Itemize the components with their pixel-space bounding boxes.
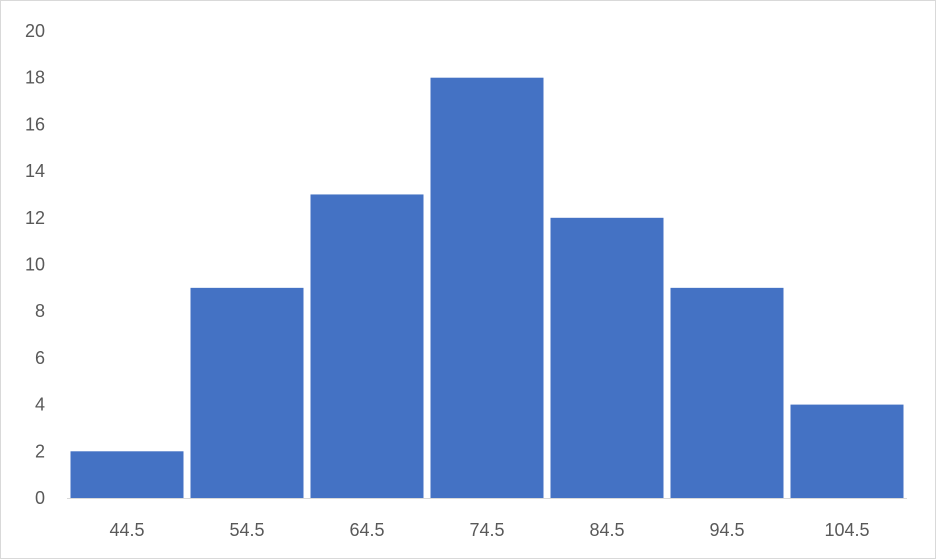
x-tick-label: 94.5 — [709, 520, 744, 540]
bar-84.5 — [550, 217, 664, 499]
x-tick-label: 84.5 — [589, 520, 624, 540]
bar-44.5 — [70, 451, 184, 498]
bar-74.5 — [430, 77, 544, 498]
y-tick-label: 14 — [25, 161, 45, 181]
bar-54.5 — [190, 287, 304, 498]
x-tick-label: 74.5 — [469, 520, 504, 540]
y-tick-label: 8 — [35, 301, 45, 321]
y-tick-label: 6 — [35, 348, 45, 368]
x-tick-label: 44.5 — [109, 520, 144, 540]
x-axis-tick-labels: 44.5 54.5 64.5 74.5 84.5 94.5 104.5 — [109, 520, 869, 540]
bar-104.5 — [790, 404, 904, 498]
bars — [70, 77, 904, 499]
y-tick-label: 10 — [25, 255, 45, 275]
y-tick-label: 20 — [25, 21, 45, 41]
x-tick-label: 104.5 — [824, 520, 869, 540]
y-tick-label: 16 — [25, 114, 45, 134]
y-tick-label: 12 — [25, 208, 45, 228]
y-tick-label: 0 — [35, 488, 45, 508]
y-tick-label: 2 — [35, 441, 45, 461]
y-tick-label: 18 — [25, 68, 45, 88]
y-axis-tick-labels: 0 2 4 6 8 10 12 14 16 18 20 — [25, 21, 45, 508]
x-tick-label: 54.5 — [229, 520, 264, 540]
bar-64.5 — [310, 194, 424, 498]
bar-94.5 — [670, 287, 784, 498]
y-tick-label: 4 — [35, 395, 45, 415]
x-tick-label: 64.5 — [349, 520, 384, 540]
